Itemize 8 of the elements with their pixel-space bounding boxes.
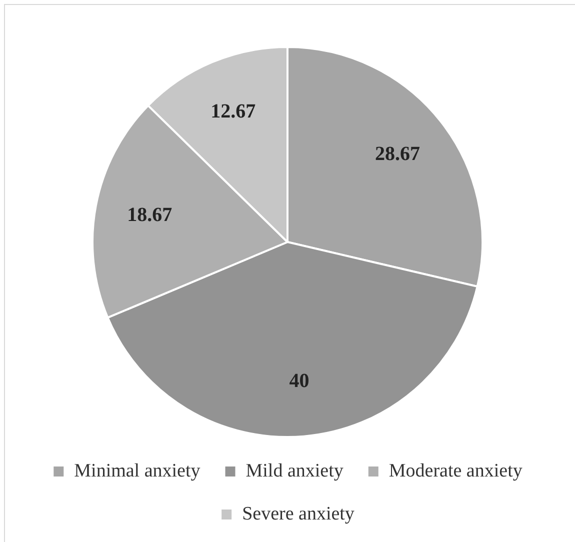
legend-label: Mild anxiety xyxy=(246,460,344,482)
legend-label: Severe anxiety xyxy=(242,503,355,524)
data-label: 12.67 xyxy=(210,100,256,123)
legend-label: Moderate anxiety xyxy=(388,460,523,482)
legend-label: Minimal anxiety xyxy=(74,460,201,482)
data-label: 40 xyxy=(289,370,310,392)
data-label: 18.67 xyxy=(127,204,172,226)
data-label: 28.67 xyxy=(375,142,420,165)
